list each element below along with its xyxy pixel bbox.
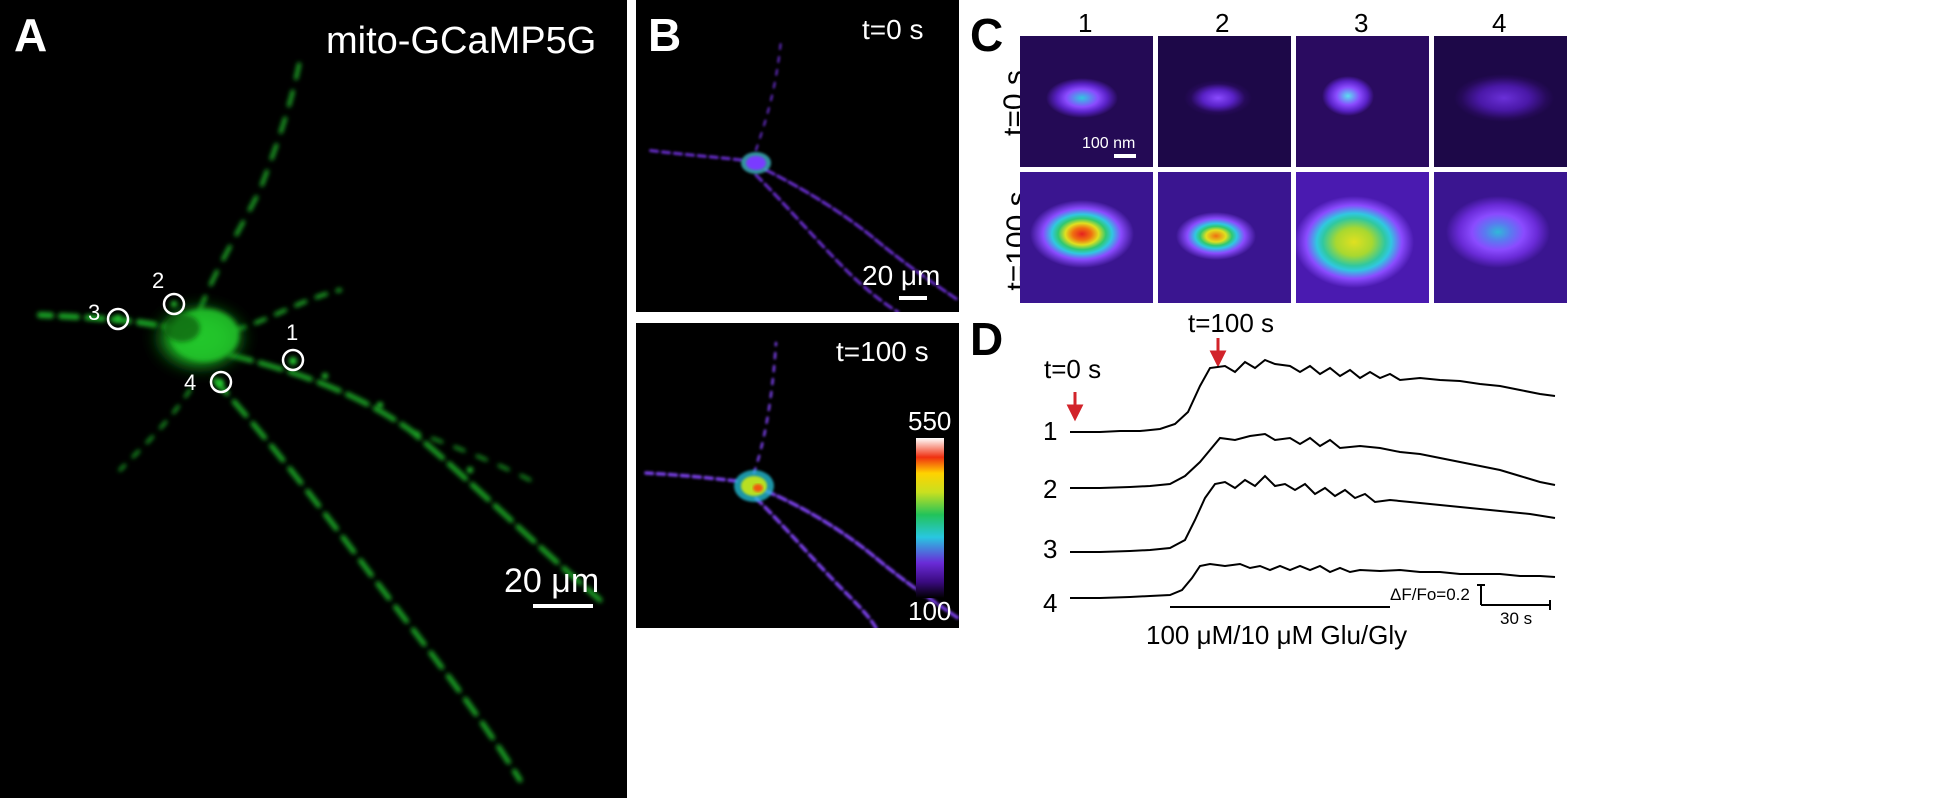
panel-c-col-1: 1: [1078, 8, 1093, 38]
panel-b-bottom-image: [636, 323, 959, 628]
panel-d-letter: D: [970, 313, 1004, 365]
panel-c-letter: C: [970, 9, 1004, 61]
panel-b-top-neuron: [644, 39, 959, 312]
trace-label-4: 4: [1043, 588, 1058, 618]
tile-roi3-t100: [1296, 172, 1429, 303]
trace-label-1: 1: [1043, 416, 1058, 446]
trace-3: [1070, 474, 1556, 553]
time-scale-bar: [1481, 600, 1551, 610]
tile-roi4-t0: [1434, 36, 1567, 167]
panel-b-letter: B: [648, 9, 682, 61]
panel-c-scale-bar: [1114, 154, 1136, 158]
trace-4: [1070, 562, 1556, 599]
panel-a-letter: A: [14, 9, 48, 61]
panel-b-top-time: t=0 s: [862, 14, 924, 45]
roi-circle-1: [281, 348, 305, 372]
colorbar: [916, 438, 944, 598]
panel-c-scale-label: 100 nm: [1082, 135, 1136, 152]
amplitude-scale-label: ΔF/Fo=0.2: [1390, 585, 1470, 604]
roi-circle-2: [162, 292, 186, 316]
colorbar-max-label: 550: [908, 406, 952, 436]
panel-d-marker-t100: t=100 s: [1188, 308, 1275, 338]
tile-roi1-t0: [1020, 36, 1153, 167]
tile-roi4-t100: [1434, 172, 1567, 303]
panel-a-image: [0, 0, 627, 798]
panel-b-scale-label: 20 μm: [862, 260, 941, 291]
roi-label-4: 4: [184, 370, 197, 395]
trace-2: [1070, 432, 1556, 489]
panel-d-marker-t0: t=0 s: [1044, 354, 1102, 384]
panel-b-top-image: [636, 0, 959, 312]
roi-circle-3: [106, 307, 130, 331]
panel-a-title: mito-GCaMP5G: [326, 20, 597, 62]
tile-roi1-t100: [1020, 172, 1153, 303]
tile-roi2-t0: [1158, 36, 1291, 167]
panel-b-bottom-time: t=100 s: [836, 336, 929, 367]
roi-label-3: 3: [88, 300, 101, 325]
panel-a-scale-label: 20 μm: [504, 562, 600, 600]
panel-c-col-2: 2: [1215, 8, 1230, 38]
roi-circle-4: [209, 370, 233, 394]
roi-label-2: 2: [152, 268, 165, 293]
panel-a-neuron: [37, 58, 603, 783]
tile-roi2-t100: [1158, 172, 1291, 303]
tile-roi3-t0: [1296, 36, 1429, 167]
arrow-t0-icon: [1066, 392, 1084, 422]
panel-c-col-3: 3: [1354, 8, 1369, 38]
arrow-t100-icon: [1209, 338, 1227, 368]
stimulus-label: 100 μM/10 μM Glu/Gly: [1146, 620, 1408, 650]
trace-label-2: 2: [1043, 474, 1058, 504]
trace-1: [1070, 358, 1556, 433]
colorbar-min-label: 100: [908, 596, 952, 626]
time-scale-label: 30 s: [1500, 609, 1533, 628]
roi-label-1: 1: [286, 320, 299, 345]
panel-b-bottom-neuron: [644, 341, 959, 628]
amplitude-scale-bar: [1477, 584, 1485, 605]
panel-c-col-4: 4: [1492, 8, 1507, 38]
trace-label-3: 3: [1043, 534, 1058, 564]
